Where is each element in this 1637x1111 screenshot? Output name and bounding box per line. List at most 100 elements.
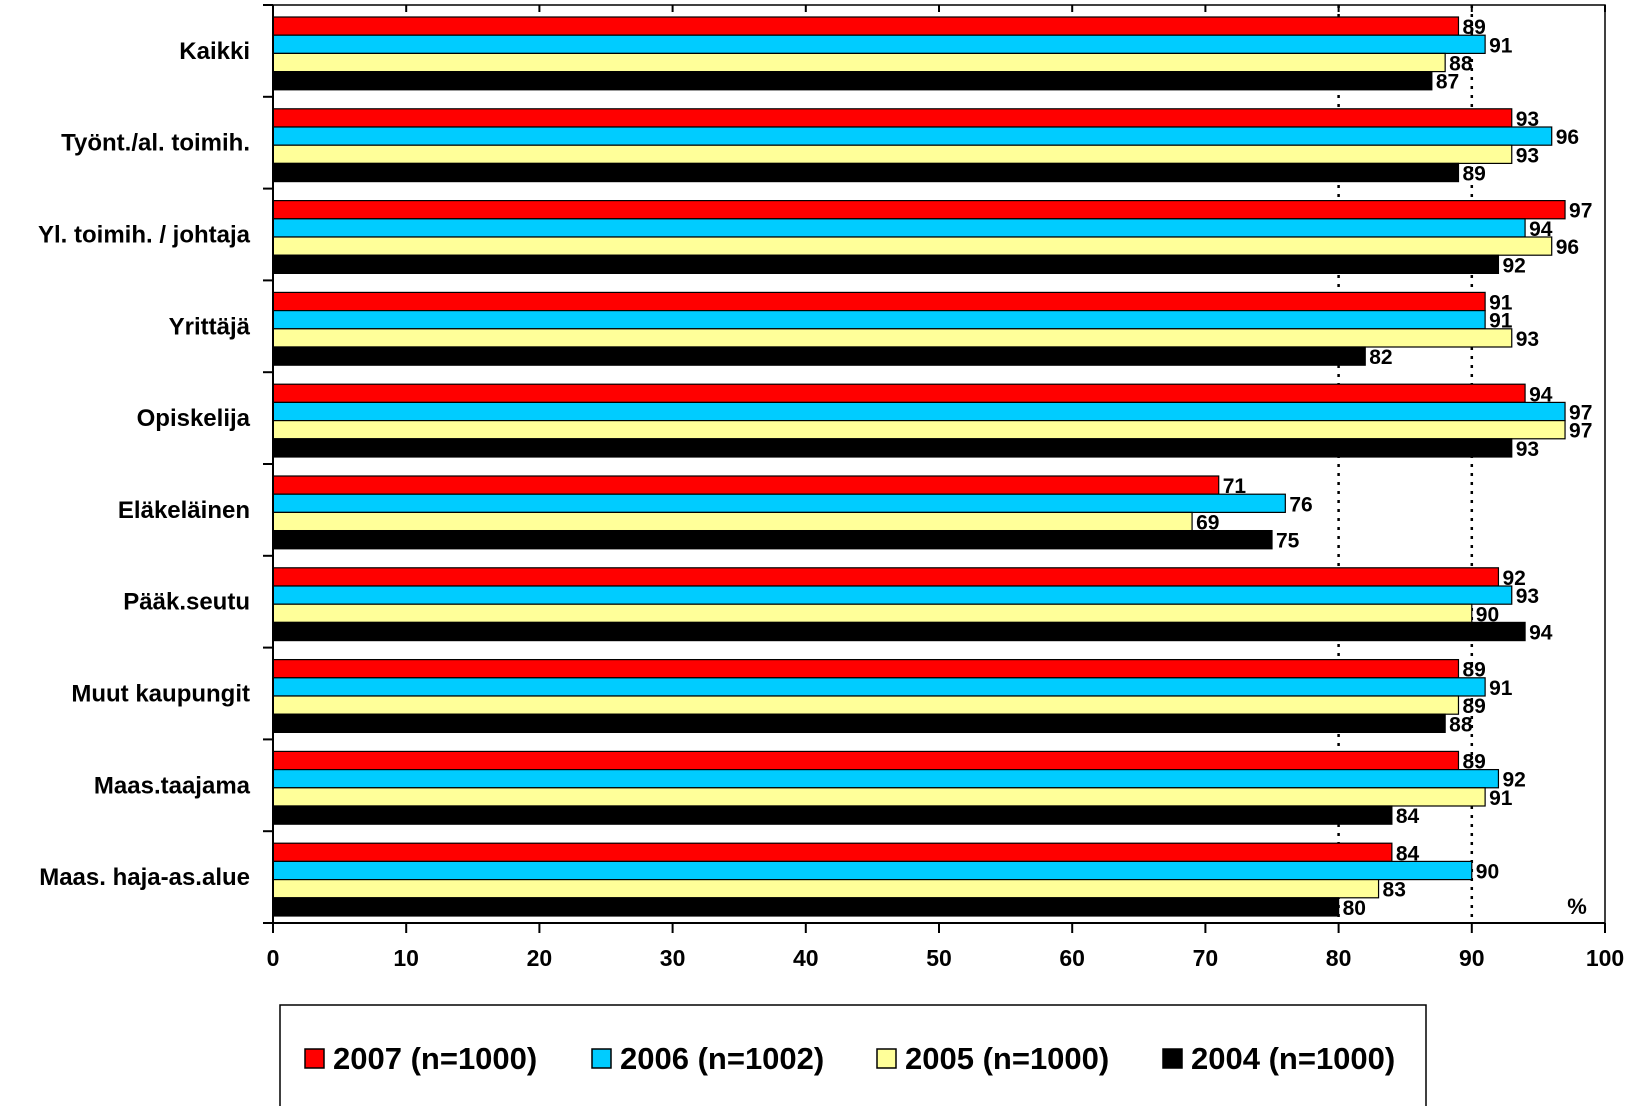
bar	[272, 621, 1526, 642]
value-label: 92	[1502, 769, 1525, 792]
value-label: 87	[1436, 71, 1459, 94]
value-label: 96	[1556, 126, 1579, 149]
value-label: 93	[1516, 438, 1539, 461]
bar	[272, 493, 1286, 514]
value-label: 90	[1476, 603, 1499, 626]
value-label: 80	[1343, 897, 1366, 920]
category-label: Pääk.seutu	[123, 589, 250, 616]
value-label: 94	[1529, 622, 1553, 645]
value-label: 84	[1396, 805, 1420, 828]
bar	[272, 805, 1393, 825]
x-tick-label: 0	[267, 945, 280, 971]
legend-swatch	[304, 1048, 325, 1069]
bar	[272, 16, 1460, 36]
bar	[272, 52, 1446, 73]
bar	[272, 567, 1500, 587]
bar	[272, 658, 1460, 679]
bar	[272, 108, 1513, 128]
bar	[272, 218, 1526, 238]
bar	[272, 401, 1566, 422]
category-label: Maas. haja-as.alue	[39, 864, 250, 891]
bar	[272, 897, 1340, 917]
x-tick-label: 60	[1059, 945, 1085, 971]
bar	[272, 750, 1460, 771]
x-tick-label: 10	[393, 945, 419, 971]
bar	[272, 162, 1460, 183]
unit-label: %	[1567, 894, 1587, 919]
value-label: 89	[1462, 16, 1485, 39]
bar	[272, 695, 1460, 715]
legend-label: 2004 (n=1000)	[1191, 1041, 1395, 1076]
bar	[272, 236, 1553, 256]
value-label: 69	[1196, 512, 1219, 535]
value-label: 89	[1462, 163, 1485, 186]
legend: 2007 (n=1000) 2006 (n=1002) 2005 (n=1000) 2…	[279, 1004, 1427, 1111]
legend-swatch	[876, 1048, 897, 1069]
x-tick-label: 100	[1586, 945, 1624, 971]
bar	[272, 70, 1433, 91]
value-label: 75	[1276, 530, 1300, 553]
value-label: 89	[1462, 751, 1485, 774]
value-label: 93	[1516, 328, 1539, 351]
value-label: 97	[1569, 420, 1592, 443]
value-label: 89	[1462, 659, 1485, 682]
category-label: Yl. toimih. / johtaja	[38, 222, 251, 249]
legend-swatch	[1162, 1048, 1183, 1069]
value-label: 90	[1476, 861, 1499, 884]
bar	[272, 126, 1553, 146]
legend-label: 2005 (n=1000)	[905, 1041, 1109, 1076]
value-label: 94	[1529, 383, 1553, 406]
bar	[272, 144, 1513, 164]
category-label: Maas.taajama	[94, 772, 251, 799]
value-label: 93	[1516, 144, 1539, 167]
category-label: Muut kaupungit	[71, 681, 250, 708]
category-label: Kaikki	[179, 38, 250, 65]
value-label: 91	[1489, 292, 1513, 315]
legend-swatch	[591, 1048, 612, 1069]
value-label: 93	[1516, 108, 1539, 131]
bar	[272, 254, 1500, 274]
bar	[272, 328, 1513, 348]
x-tick-label: 40	[793, 945, 819, 971]
value-label: 96	[1556, 236, 1579, 259]
bar	[272, 291, 1486, 312]
bar	[272, 585, 1513, 605]
legend-label: 2006 (n=1002)	[620, 1041, 824, 1076]
bar	[272, 842, 1393, 863]
value-label: 93	[1516, 585, 1539, 608]
value-label: 88	[1449, 713, 1473, 736]
bars	[272, 16, 1566, 917]
x-tick-label: 90	[1459, 945, 1485, 971]
bar	[272, 677, 1486, 697]
value-label: 94	[1529, 218, 1553, 241]
category-label: Eläkeläinen	[118, 497, 250, 524]
bar	[272, 34, 1486, 55]
value-label: 71	[1223, 475, 1247, 498]
value-label: 88	[1449, 53, 1473, 76]
category-label: Yrittäjä	[169, 313, 251, 340]
value-label: 92	[1502, 567, 1525, 590]
bar	[272, 603, 1473, 624]
bar	[272, 200, 1566, 220]
bar	[272, 475, 1220, 495]
bar	[272, 713, 1446, 734]
value-label: 92	[1502, 254, 1525, 277]
category-label: Työnt./al. toimih.	[61, 130, 250, 157]
bar	[272, 878, 1380, 899]
bar	[272, 438, 1513, 458]
value-label: 97	[1569, 200, 1592, 223]
bar	[272, 768, 1500, 789]
value-label: 84	[1396, 842, 1420, 865]
x-tick-label: 70	[1193, 945, 1219, 971]
value-label: 97	[1569, 402, 1592, 425]
bar	[272, 787, 1486, 807]
value-label: 91	[1489, 677, 1513, 700]
value-label: 76	[1289, 493, 1312, 516]
bar	[272, 310, 1486, 330]
value-label: 91	[1489, 310, 1513, 333]
value-label: 89	[1462, 695, 1485, 718]
legend-box	[279, 1004, 1427, 1111]
